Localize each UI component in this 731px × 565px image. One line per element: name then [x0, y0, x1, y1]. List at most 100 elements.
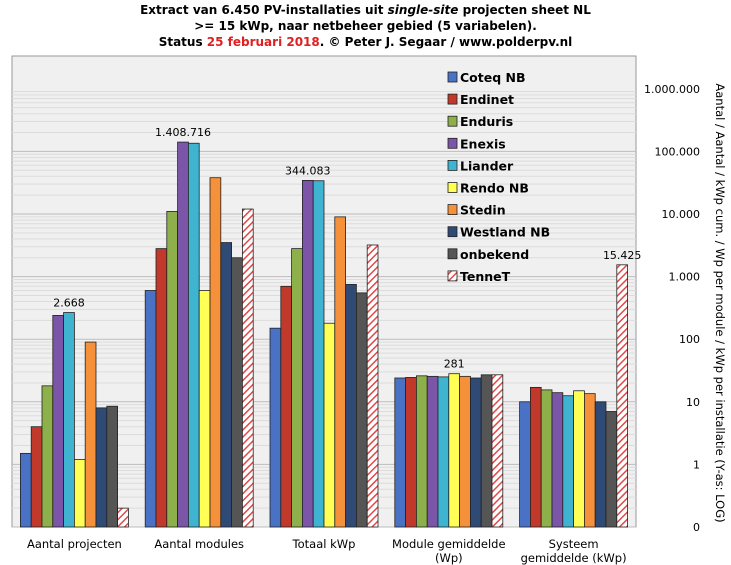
data-label: 2.668 [53, 297, 85, 310]
bar-enduris [415, 375, 428, 528]
y-tick-label: 1.000.000 [644, 83, 700, 96]
bar-onbekend [605, 411, 618, 528]
legend-label: Stedin [460, 203, 506, 218]
bar-stedin [209, 177, 222, 528]
legend-label: onbekend [460, 247, 529, 262]
data-label: 281 [444, 358, 465, 371]
legend-swatch [447, 248, 458, 260]
bar-coteq-nb [19, 452, 32, 528]
bar-tennet [616, 264, 628, 528]
bar-westland-nb [469, 377, 482, 528]
x-tick-label: Module gemiddelde (Wp) [392, 537, 506, 565]
bar-tennet [491, 374, 504, 528]
bar-rendo-nb [448, 373, 460, 528]
bar-coteq-nb [269, 327, 282, 528]
y-tick-label: 10.000 [662, 208, 701, 221]
bar-westland-nb [345, 284, 357, 528]
bars [19, 141, 628, 528]
legend-label: Rendo NB [460, 181, 529, 196]
title-line-1-prefix: Extract van 6.450 PV-installaties uit [140, 3, 388, 17]
bar-enexis [52, 314, 64, 528]
bar-enexis [177, 141, 189, 528]
bar-coteq-nb [519, 401, 531, 528]
y-tick-label: 100 [679, 333, 700, 346]
bar-tennet [366, 244, 379, 528]
bar-tennet [241, 208, 254, 528]
bar-rendo-nb [74, 459, 86, 528]
bar-liander [187, 142, 200, 528]
bar-onbekend [231, 257, 243, 528]
title-line-1-suffix: projecten sheet NL [458, 3, 591, 17]
x-tick-label: Aantal projecten [27, 537, 122, 551]
bar-westland-nb [594, 401, 607, 528]
y-tick-label: 10 [686, 396, 700, 409]
legend-label: TenneT [460, 269, 511, 284]
bar-enduris [540, 389, 553, 528]
bar-liander [63, 312, 75, 528]
title-line-3-suffix: . © Peter J. Segaar / www.polderpv.nl [319, 35, 573, 49]
bar-enduris [41, 385, 54, 528]
y-tick-label: 1.000 [669, 271, 701, 284]
bar-westland-nb [95, 407, 108, 528]
bar-tennet [117, 507, 129, 528]
bar-onbekend [106, 405, 119, 528]
bar-liander [437, 376, 450, 528]
legend-label: Endinet [460, 92, 514, 107]
bar-coteq-nb [144, 290, 157, 528]
y-tick-label: 100.000 [655, 145, 701, 158]
bar-stedin [459, 375, 471, 528]
bar-stedin [334, 216, 346, 528]
bar-endinet [405, 377, 417, 528]
title-line-1-italic: single-site [387, 3, 459, 17]
x-tick-labels: Aantal projecten Aantal modules Totaal kWp… [27, 537, 627, 565]
legend-label: Enduris [460, 114, 513, 129]
y-tick-label: 0 [693, 521, 700, 534]
bar-westland-nb [220, 242, 233, 528]
bar-enexis [301, 180, 314, 528]
bar-liander [562, 395, 574, 528]
bar-liander [312, 180, 325, 528]
title-line-2: >= 15 kWp, naar netbeheer gebied (5 vari… [194, 19, 537, 33]
bar-enduris [166, 211, 179, 528]
bar-onbekend [355, 292, 368, 528]
bar-rendo-nb [323, 322, 336, 528]
bar-onbekend [480, 374, 493, 528]
bar-stedin [84, 341, 97, 528]
legend-swatch [447, 137, 458, 149]
bar-endinet [155, 248, 168, 528]
legend-swatch [447, 71, 458, 83]
legend-swatch [447, 270, 458, 282]
legend-label: Coteq NB [460, 70, 526, 85]
data-labels: 2.668 1.408.716 344.083 281 15.425 [53, 126, 641, 371]
y-axis-label: Aantal / Aantal / kWp cum. / Wp per modu… [713, 83, 727, 522]
y-tick-labels: 0 1 10 100 1.000 10.000 100.000 1.000.000 [644, 83, 700, 534]
y-tick-label: 1 [693, 458, 700, 471]
bar-enexis [551, 392, 564, 528]
legend-swatch [447, 204, 458, 216]
title-line-3: Status 25 februari 2018. © Peter J. Sega… [0, 34, 731, 50]
legend-swatch [447, 93, 458, 105]
bar-endinet [30, 426, 43, 528]
legend-swatch [447, 159, 458, 171]
bar-endinet [530, 386, 542, 528]
bar-rendo-nb [573, 390, 585, 528]
data-label: 344.083 [285, 164, 331, 177]
legend-label: Westland NB [460, 225, 550, 240]
legend-swatch [447, 182, 458, 193]
x-tick-label: Systeem gemiddelde (kWp) [521, 537, 627, 565]
bar-endinet [280, 285, 292, 528]
data-label: 1.408.716 [155, 126, 211, 139]
bar-coteq-nb [394, 377, 406, 528]
title-line-3-prefix: Status [158, 35, 207, 49]
bar-stedin [584, 393, 596, 528]
legend-label: Liander [460, 158, 514, 173]
legend-label: Enexis [460, 136, 506, 151]
x-tick-label: Aantal modules [154, 537, 244, 551]
data-label: 15.425 [603, 249, 642, 262]
chart-title: Extract van 6.450 PV-installaties uit si… [0, 2, 731, 50]
legend-swatch [447, 115, 458, 127]
bar-enexis [426, 375, 439, 528]
title-line-1: Extract van 6.450 PV-installaties uit si… [0, 2, 731, 18]
legend: Coteq NB Endinet Enduris Enexis Liander Rendo… [447, 70, 550, 284]
